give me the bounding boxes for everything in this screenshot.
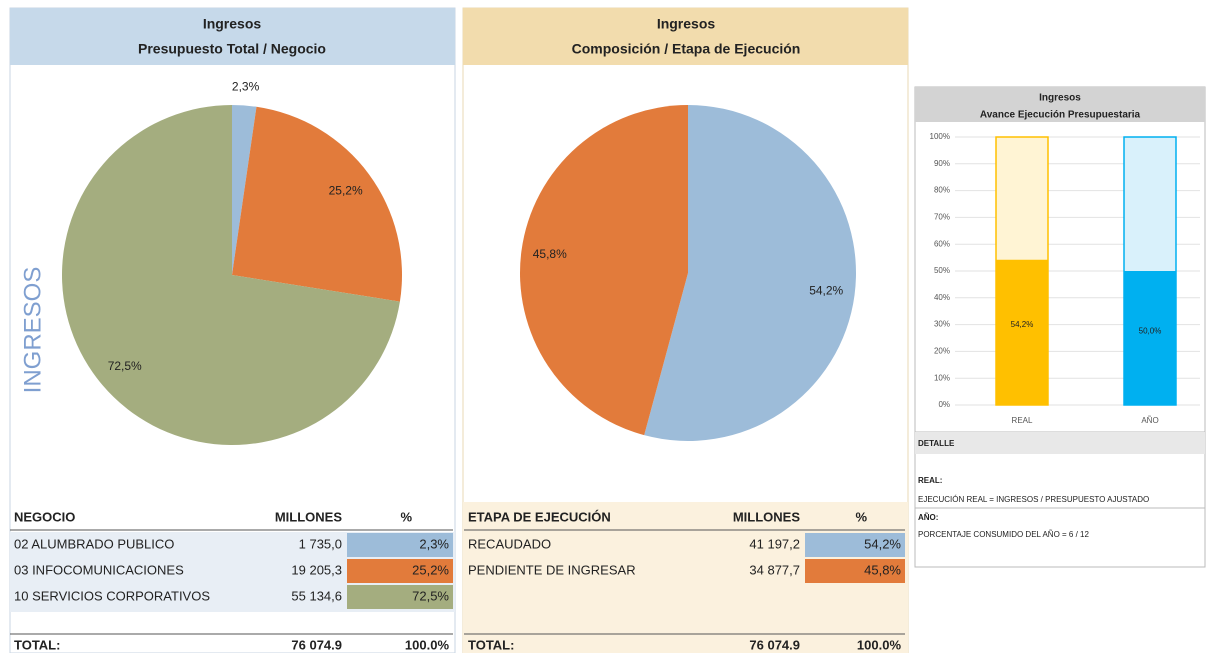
data-label: 54,2% (809, 284, 843, 298)
table-cell: 55 134,6 (291, 588, 342, 603)
y-tick-label: 40% (934, 293, 950, 302)
table-cell: 10 SERVICIOS CORPORATIVOS (14, 588, 210, 603)
table-total: TOTAL: (468, 637, 514, 652)
detail-box (914, 431, 1206, 568)
table-cell: 25,2% (412, 562, 449, 577)
table-total: 76 074.9 (291, 637, 342, 652)
chart-title: Ingresos (203, 16, 262, 32)
y-tick-label: 10% (934, 373, 950, 382)
detail-text: EJECUCIÓN REAL = INGRESOS / PRESUPUESTO … (918, 495, 1149, 504)
data-label: 72,5% (108, 359, 142, 373)
y-tick-label: 50% (934, 266, 950, 275)
title-band (915, 87, 1205, 122)
table-cell: 34 877,7 (749, 562, 800, 577)
bar (996, 259, 1048, 405)
chart-subtitle: Avance Ejecución Presupuestaria (980, 110, 1141, 121)
title-band (10, 8, 455, 65)
y-tick-label: 100% (930, 132, 950, 141)
table-cell: 1 735,0 (299, 536, 342, 551)
detail-text: PORCENTAJE CONSUMIDO DEL AÑO = 6 / 12 (918, 530, 1089, 539)
bar (1124, 271, 1176, 405)
data-label: 45,8% (533, 247, 567, 261)
table-cell: 2,3% (419, 536, 449, 551)
chart-subtitle: Composición / Etapa de Ejecución (572, 41, 801, 57)
data-label: 2,3% (232, 80, 260, 94)
pie-slice (520, 105, 688, 436)
y-tick-label: 20% (934, 347, 950, 356)
table-total: TOTAL: (14, 637, 60, 652)
data-label: 50,0% (1139, 326, 1162, 335)
pie-slice (232, 106, 402, 302)
chart-subtitle: Presupuesto Total / Negocio (138, 41, 326, 57)
table-cell: 41 197,2 (749, 536, 800, 551)
chart-title: Ingresos (1039, 93, 1081, 104)
y-tick-label: 30% (934, 320, 950, 329)
pct-cell (805, 533, 905, 557)
pie-slice (232, 105, 257, 275)
data-label: 25,2% (329, 184, 363, 198)
table-total: 76 074.9 (749, 637, 800, 652)
pie-slice (61, 105, 400, 445)
table-cell: 02 ALUMBRADO PUBLICO (14, 536, 174, 551)
table-header: ETAPA DE EJECUCIÓN (468, 509, 611, 524)
table-cell: 03 INFOCOMUNICACIONES (14, 562, 184, 577)
table-header: MILLONES (733, 509, 800, 524)
detail-label: AÑO: (918, 513, 938, 522)
pct-cell (347, 585, 453, 609)
title-band (463, 8, 908, 65)
pie-slice (644, 105, 857, 441)
detail-band (915, 432, 1205, 454)
table-cell: 54,2% (864, 536, 901, 551)
table-cell: 72,5% (412, 588, 449, 603)
table-cell: PENDIENTE DE INGRESAR (468, 562, 636, 577)
table-total: 100.0% (857, 637, 902, 652)
table-cell: 45,8% (864, 562, 901, 577)
pct-cell (347, 533, 453, 557)
table-header: MILLONES (275, 509, 342, 524)
y-tick-label: 80% (934, 186, 950, 195)
y-tick-label: 90% (934, 159, 950, 168)
y-tick-label: 60% (934, 239, 950, 248)
data-label: 54,2% (1011, 320, 1034, 329)
detail-label: REAL: (918, 476, 942, 485)
side-label: INGRESOS (19, 267, 46, 394)
table-header: % (855, 509, 867, 524)
x-tick-label: AÑO (1141, 416, 1158, 425)
chart-title: Ingresos (657, 16, 716, 32)
table-cell: RECAUDADO (468, 536, 551, 551)
table-total: 100.0% (405, 637, 450, 652)
pct-cell (805, 559, 905, 583)
y-tick-label: 70% (934, 213, 950, 222)
detail-title: DETALLE (918, 439, 955, 448)
y-tick-label: 0% (938, 400, 950, 409)
table-header: % (400, 509, 412, 524)
x-tick-label: REAL (1012, 416, 1033, 425)
pct-cell (347, 559, 453, 583)
table-cell: 19 205,3 (291, 562, 342, 577)
table-header: NEGOCIO (14, 509, 75, 524)
